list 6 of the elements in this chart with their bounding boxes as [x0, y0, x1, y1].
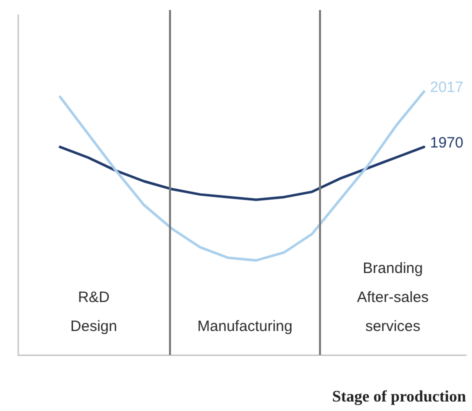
- annotation: R&D Design: [70, 288, 118, 338]
- annotation: Manufacturing: [197, 317, 292, 338]
- series-label: 2017: [430, 79, 464, 96]
- x-axis-title: Stage of production: [332, 388, 466, 406]
- annotation: Branding After-sales services: [356, 259, 429, 338]
- series-label: 1970: [430, 134, 464, 152]
